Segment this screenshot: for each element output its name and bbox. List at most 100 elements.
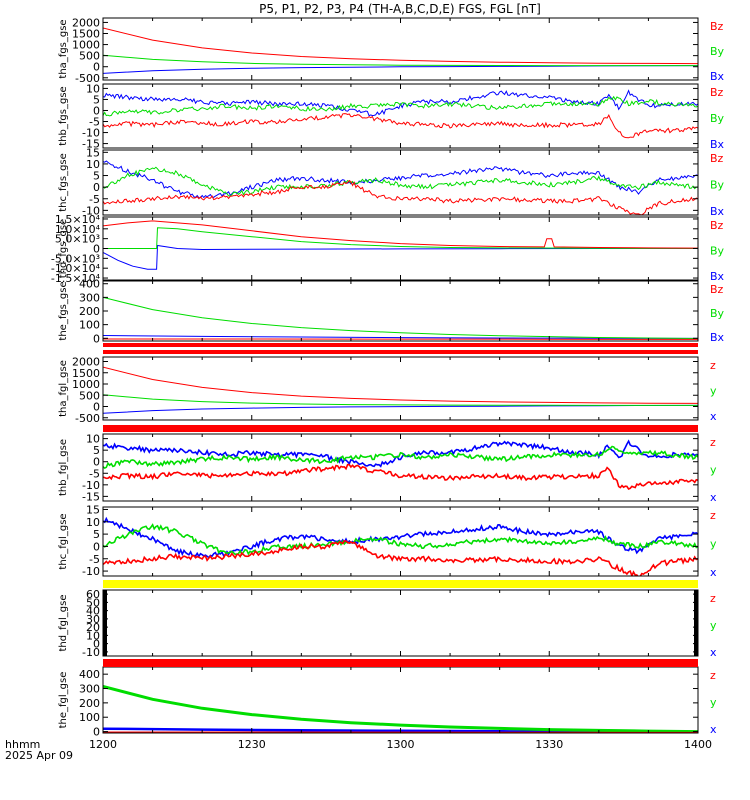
y-tick-label: 1.5×10⁴ <box>55 213 101 226</box>
y-tick-label: -5 <box>89 116 100 129</box>
legend-z: z <box>710 592 716 605</box>
y-tick-label: 30 <box>86 613 100 626</box>
panel-frame <box>102 356 699 421</box>
series-y-thc_fgl_gse <box>103 523 698 556</box>
status-bar <box>103 350 698 354</box>
legend-By: By <box>710 45 725 58</box>
y-tick-label: 300 <box>79 291 100 304</box>
y-tick-label: 5 <box>93 170 100 183</box>
legend-x: x <box>710 410 717 423</box>
y-axis-label: thd_fgs_gse <box>58 219 69 278</box>
status-bar <box>103 659 698 663</box>
legend-Bx: Bx <box>710 331 725 344</box>
legend-Bx: Bx <box>710 270 725 283</box>
y-tick-label: 0 <box>93 104 100 117</box>
series-By-the_fgs_gse <box>103 296 698 339</box>
y-tick-label: 1500 <box>72 367 100 380</box>
y-tick-label: 10 <box>86 629 100 642</box>
legend-x: x <box>710 491 717 504</box>
y-axis-label: the_fgl_gse <box>58 672 69 729</box>
y-tick-label: 300 <box>79 683 100 696</box>
y-tick-label: 2000 <box>72 16 100 29</box>
y-axis-label: tha_fgl_gse <box>58 360 69 417</box>
series-Bx-thb_fgs_gse <box>103 89 698 117</box>
status-bar <box>103 580 698 584</box>
y-tick-label: 0 <box>93 181 100 194</box>
y-tick-label: 400 <box>79 668 100 681</box>
panel-frame <box>102 17 699 81</box>
panel-frame <box>102 433 699 502</box>
series-x-thb_fgl_gse <box>103 439 698 468</box>
time-tick-label: 1200 <box>89 738 117 751</box>
series-By-tha_fgs_gse <box>103 54 698 67</box>
y-tick-label: -15 <box>82 490 100 503</box>
legend-y: y <box>710 385 717 398</box>
y-tick-label: 10 <box>86 158 100 171</box>
y-tick-label: 0 <box>93 61 100 74</box>
legend-Bx: Bx <box>710 138 725 151</box>
y-tick-label: -500 <box>75 412 100 425</box>
legend-Bz: Bz <box>710 219 724 232</box>
status-bar <box>103 663 698 667</box>
y-tick-label: 500 <box>79 50 100 63</box>
series-y-the_fgl_gse <box>103 684 698 733</box>
y-tick-label: -500 <box>75 72 100 85</box>
legend-By: By <box>710 307 725 320</box>
y-axis-label: thd_fgl_gse <box>58 595 69 652</box>
legend-By: By <box>710 179 725 192</box>
y-tick-label: 0 <box>93 332 100 345</box>
legend-x: x <box>710 723 717 736</box>
y-tick-label: -10 <box>82 479 100 492</box>
y-tick-label: 200 <box>79 697 100 710</box>
y-tick-label: 5 <box>93 528 100 541</box>
legend-Bx: Bx <box>710 205 725 218</box>
panel-thd_fgs_gse: 1.5×10⁴1.0×10⁴5.0×10³0-5.0×10³-1.0×10⁴-1… <box>51 213 725 285</box>
panel-frame <box>102 666 699 734</box>
y-tick-label: -5 <box>89 467 100 480</box>
data-gap-right <box>694 590 698 656</box>
y-tick-label: 10 <box>86 82 100 95</box>
y-tick-label: -15 <box>82 138 100 151</box>
y-tick-label: 20 <box>86 621 100 634</box>
y-tick-label: -5 <box>89 193 100 206</box>
series-Bz-thd_fgs_gse <box>103 220 698 249</box>
legend-z: z <box>710 669 716 682</box>
legend-Bz: Bz <box>710 152 724 165</box>
legend-x: x <box>710 646 717 659</box>
y-tick-label: -5.0×10³ <box>51 252 100 265</box>
y-tick-label: -10 <box>82 127 100 140</box>
legend-Bz: Bz <box>710 86 724 99</box>
legend-z: z <box>710 436 716 449</box>
y-tick-label: 1500 <box>72 28 100 41</box>
legend-By: By <box>710 112 725 125</box>
series-z-thb_fgl_gse <box>103 463 698 491</box>
y-axis-label: thc_fgl_gse <box>58 513 69 569</box>
legend-Bz: Bz <box>710 20 724 33</box>
series-z-thc_fgl_gse <box>103 540 698 576</box>
series-Bx-thd_fgs_gse <box>103 244 698 270</box>
series-Bz-tha_fgs_gse <box>103 27 698 65</box>
legend-y: y <box>710 696 717 709</box>
legend-z: z <box>710 509 716 522</box>
status-bars-group <box>103 343 698 667</box>
series-x-thc_fgl_gse <box>103 516 698 559</box>
y-tick-label: 100 <box>79 711 100 724</box>
y-axis-label: the_fgs_gse <box>58 281 69 340</box>
plot-title: P5, P1, P2, P3, P4 (TH-A,B,C,D,E) FGS, F… <box>259 2 541 16</box>
y-tick-label: 50 <box>86 596 100 609</box>
legend-Bx: Bx <box>710 70 725 83</box>
series-y-thb_fgl_gse <box>103 445 698 470</box>
legend-y: y <box>710 538 717 551</box>
y-tick-label: -5 <box>89 553 100 566</box>
series-Bx-tha_fgs_gse <box>103 65 698 74</box>
series-x-tha_fgl_gse <box>103 404 698 414</box>
status-bar <box>103 428 698 432</box>
